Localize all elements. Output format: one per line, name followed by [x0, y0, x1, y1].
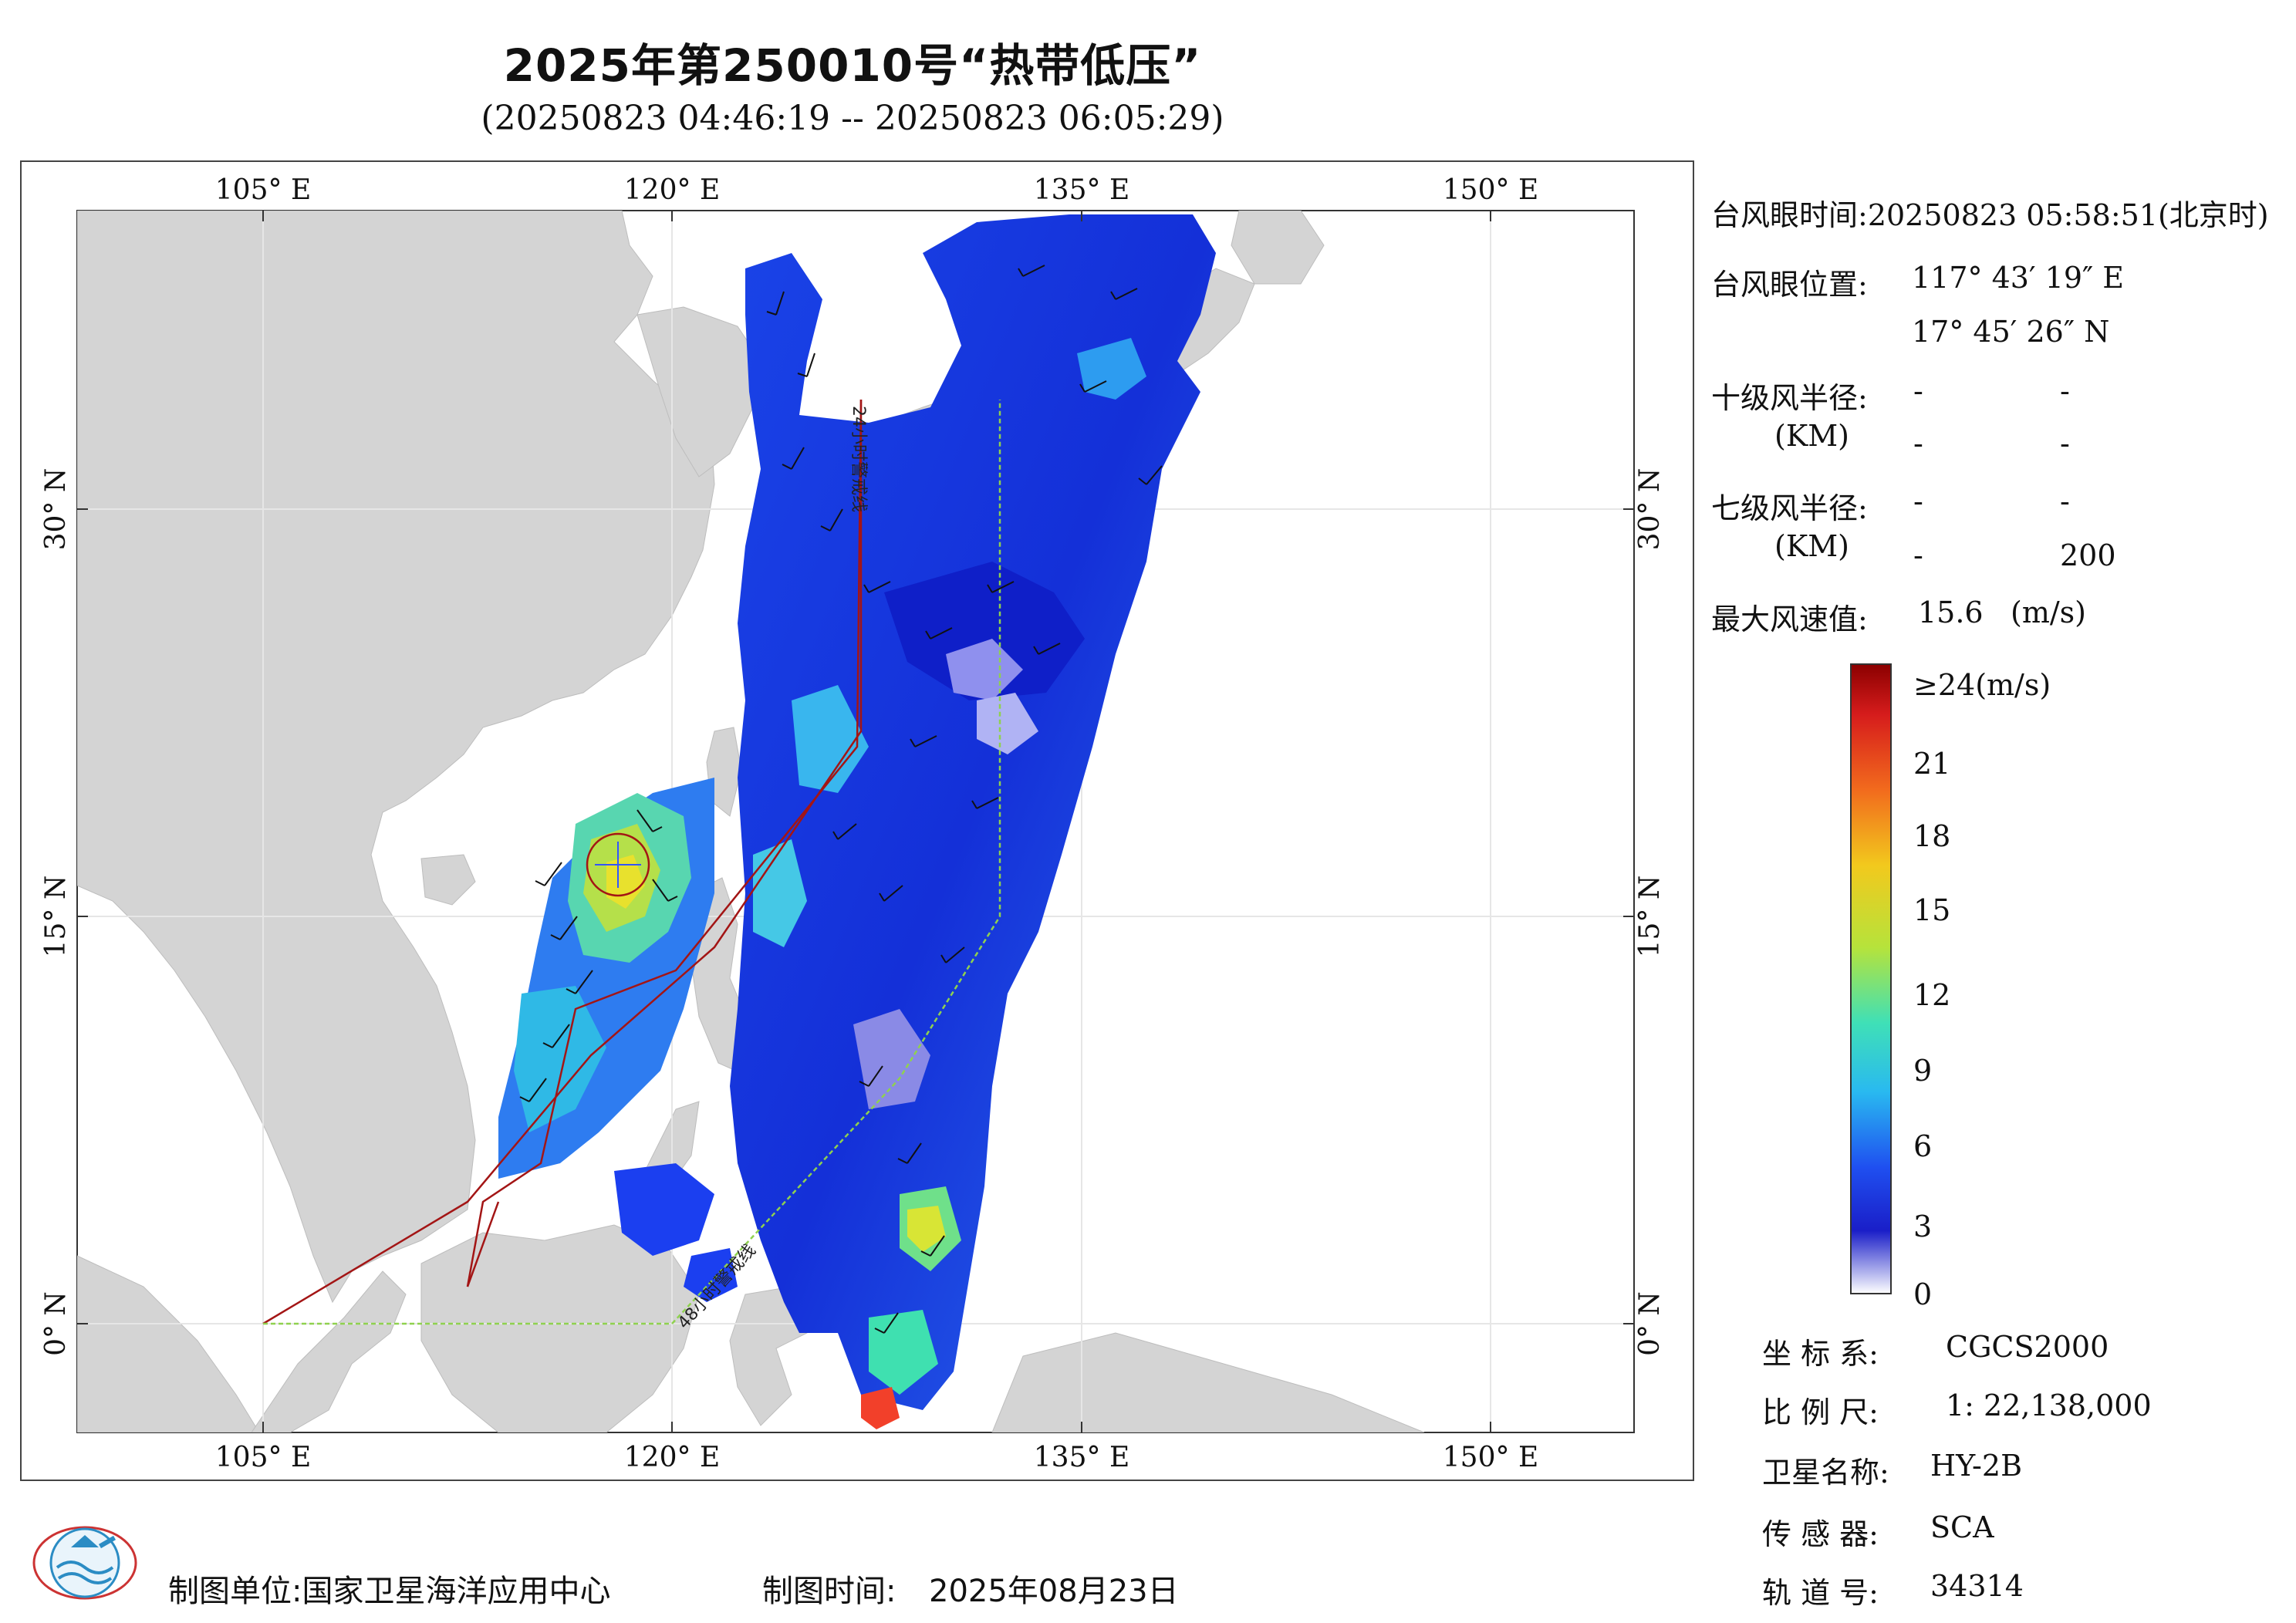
satellite-value: HY-2B	[1930, 1449, 2022, 1483]
r10-unit: (KM)	[1774, 419, 1849, 453]
legend-tick-15: 15	[1913, 893, 1951, 927]
r10-value-2: -	[2060, 374, 2070, 408]
map-title: 2025年第250010号“热带低压”	[503, 39, 1202, 92]
lat-label-right-15: 15° N	[1634, 876, 1666, 958]
legend-tick-3: 3	[1913, 1210, 1933, 1243]
producer-value: 国家卫星海洋应用中心	[302, 1574, 611, 1609]
scale-value: 1: 22,138,000	[1946, 1388, 2152, 1422]
sensor-label: 传 感 器:	[1762, 1517, 1879, 1551]
legend-tick-21: 21	[1913, 747, 1951, 781]
lon-label-top-120: 120° E	[624, 174, 720, 206]
warning-line-48h	[263, 400, 1001, 1325]
lat-label-left-30: 30° N	[40, 468, 72, 551]
r10-value-4: -	[2060, 427, 2070, 461]
legend-tick-6: 6	[1913, 1129, 1933, 1163]
max-wind-unit: (m/s)	[2011, 596, 2086, 629]
lon-label-top-135: 135° E	[1034, 174, 1129, 206]
r7-label: 七级风半径:	[1711, 491, 1868, 525]
eye-position-label: 台风眼位置:	[1711, 268, 1868, 302]
crs-value: CGCS2000	[1946, 1330, 2109, 1364]
r7-value-2: -	[2060, 484, 2070, 518]
lon-label-bottom-105: 105° E	[215, 1442, 311, 1473]
legend-tick-18: 18	[1913, 819, 1951, 853]
lon-label-bottom-135: 135° E	[1034, 1442, 1129, 1473]
satellite-label: 卫星名称:	[1762, 1456, 1889, 1490]
max-wind-label: 最大风速值:	[1711, 602, 1868, 636]
date-value: 2025年08月23日	[929, 1574, 1179, 1609]
wind-barbs	[519, 265, 1163, 1334]
scale-label: 比 例 尺:	[1762, 1395, 1879, 1429]
sensor-value: SCA	[1930, 1510, 1994, 1544]
lon-label-top-105: 105° E	[215, 174, 311, 206]
max-wind-value: 15.6	[1918, 596, 1984, 629]
legend-tick-9: 9	[1913, 1054, 1933, 1088]
eye-time-label: 台风眼时间:	[1711, 198, 1868, 232]
orbit-value: 34314	[1930, 1569, 2024, 1603]
crs-label: 坐 标 系:	[1762, 1337, 1879, 1371]
legend-tick-12: 12	[1913, 978, 1951, 1012]
typhoon-eye-marker[interactable]	[586, 832, 650, 897]
r7-value-4: 200	[2060, 538, 2116, 572]
axis-ticks	[77, 211, 1634, 1432]
lat-label-left-15: 15° N	[40, 876, 72, 958]
lat-label-left-0: 0° N	[40, 1291, 72, 1356]
r7-value-3: -	[1913, 538, 1923, 572]
agency-logo	[32, 1526, 137, 1600]
wind-swath	[498, 214, 1216, 1429]
warning-line-24h	[466, 399, 863, 1287]
r10-value-3: -	[1913, 427, 1923, 461]
wind-field-map[interactable]: 24小时警戒线 48小时警戒线 105° E 120° E 135° E 150…	[20, 160, 1694, 1481]
lat-label-right-30: 30° N	[1634, 468, 1666, 551]
lon-label-bottom-120: 120° E	[624, 1442, 720, 1473]
eye-latitude: 17° 45′ 26″ N	[1912, 315, 2110, 349]
r10-value-1: -	[1913, 374, 1923, 408]
r10-label: 十级风半径:	[1711, 381, 1868, 415]
r7-unit: (KM)	[1774, 529, 1849, 563]
eye-longitude: 117° 43′ 19″ E	[1912, 261, 2125, 295]
orbit-label: 轨 道 号:	[1762, 1576, 1879, 1610]
date-label: 制图时间:	[762, 1574, 896, 1609]
lon-label-bottom-150: 150° E	[1443, 1442, 1538, 1473]
lon-label-top-150: 150° E	[1443, 174, 1538, 206]
wind-speed-colorbar	[1850, 663, 1892, 1294]
r7-value-1: -	[1913, 484, 1923, 518]
map-subtitle: (20250823 04:46:19 -- 20250823 06:05:29)	[481, 99, 1224, 138]
producer-label: 制图单位:	[168, 1574, 302, 1609]
warning-line-24h-label: 24小时警戒线	[849, 406, 868, 512]
legend-tick-0: 0	[1913, 1277, 1933, 1311]
eye-time-value: 20250823 05:58:51(北京时)	[1867, 198, 2269, 232]
map-frame	[20, 160, 1694, 1481]
legend-top-label: ≥24(m/s)	[1913, 668, 2051, 702]
lat-label-right-0: 0° N	[1634, 1291, 1666, 1356]
